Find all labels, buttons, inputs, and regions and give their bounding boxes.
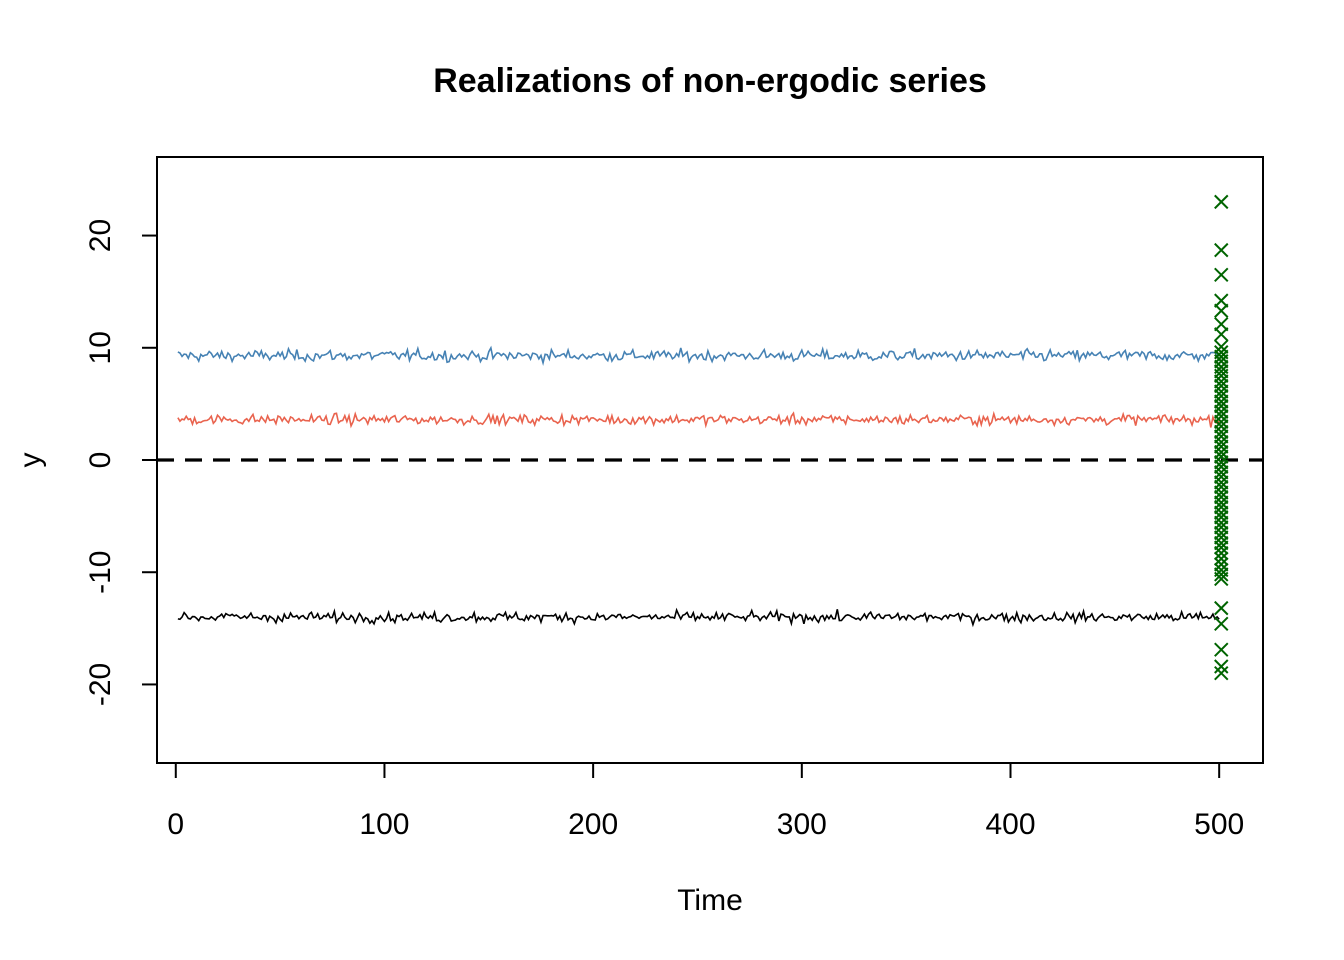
endpoint-marker [1214, 505, 1229, 520]
x-tick-label: 100 [359, 808, 409, 841]
endpoint-marker [1214, 479, 1229, 495]
endpoint-marker [1214, 495, 1229, 510]
x-tick-label: 500 [1194, 808, 1244, 841]
endpoint-marker [1214, 455, 1229, 470]
y-tick-label: 20 [84, 219, 117, 252]
endpoint-marker [1214, 434, 1229, 450]
endpoint-marker [1214, 388, 1229, 404]
endpoint-marker [1214, 616, 1229, 632]
endpoint-marker [1214, 404, 1229, 419]
endpoint-marker [1214, 409, 1229, 424]
endpoint-marker [1214, 469, 1229, 485]
endpoint-marker [1214, 557, 1229, 572]
endpoint-marker [1214, 293, 1229, 308]
endpoint-marker [1214, 535, 1229, 551]
endpoint-marker [1214, 489, 1229, 505]
series-line-1 [177, 345, 1220, 366]
endpoint-marker [1214, 242, 1229, 258]
endpoint-marker [1214, 339, 1229, 354]
endpoint-marker [1214, 429, 1229, 444]
endpoint-marker [1214, 194, 1229, 210]
endpoint-marker [1214, 600, 1229, 616]
endpoint-marker [1214, 317, 1229, 332]
endpoint-marker [1214, 571, 1229, 587]
x-axis: 0 100 200 300 400 500 [167, 762, 1244, 841]
endpoint-marker [1214, 475, 1229, 490]
endpoint-marker [1214, 349, 1229, 364]
endpoint-marker [1214, 510, 1229, 525]
endpoint-marker [1214, 540, 1229, 555]
series-line-2 [177, 410, 1220, 429]
endpoint-marker [1214, 424, 1229, 440]
endpoint-marker [1214, 374, 1229, 389]
endpoint-marker [1214, 525, 1229, 541]
endpoint-marker [1214, 378, 1229, 394]
endpoint-marker [1214, 567, 1229, 582]
y-axis: -20 -10 0 10 20 [84, 219, 158, 706]
chart-title: Realizations of non-ergodic series [433, 62, 987, 100]
endpoint-marker [1214, 465, 1229, 480]
endpoint-marker [1214, 499, 1229, 515]
endpoint-marker [1214, 515, 1229, 531]
endpoint-marker [1214, 642, 1229, 657]
series-layer [177, 345, 1220, 628]
endpoint-marker [1214, 354, 1229, 369]
endpoint-marker [1214, 394, 1229, 409]
series-line-3 [177, 607, 1220, 628]
endpoint-marker [1214, 327, 1229, 342]
y-tick-label: -20 [84, 663, 117, 706]
y-tick-label: 0 [84, 452, 117, 469]
endpoint-marker [1214, 364, 1229, 379]
endpoint-marker [1214, 439, 1229, 454]
endpoint-marker [1214, 551, 1229, 566]
endpoint-marker [1214, 444, 1229, 460]
x-tick-label: 400 [985, 808, 1035, 841]
endpoint-marker [1214, 530, 1229, 545]
y-tick-label: -10 [84, 551, 117, 594]
endpoint-marker [1214, 368, 1229, 384]
endpoint-marker [1214, 384, 1229, 399]
x-tick-label: 200 [568, 808, 618, 841]
endpoint-marker [1214, 485, 1229, 500]
endpoint-marker [1214, 267, 1229, 283]
x-tick-label: 300 [777, 808, 827, 841]
y-tick-label: 10 [84, 331, 117, 364]
endpoint-marker [1214, 419, 1229, 434]
endpoint-marker [1214, 545, 1229, 561]
endpoint-marker [1214, 449, 1229, 464]
y-axis-label: y [14, 453, 47, 468]
endpoint-marker [1214, 303, 1229, 318]
endpoint-marker [1214, 659, 1229, 674]
endpoint-marker [1214, 414, 1229, 430]
x-tick-label: 0 [167, 808, 184, 841]
x-axis-label: Time [677, 884, 743, 917]
endpoint-marker [1214, 666, 1229, 681]
endpoint-markers [1214, 194, 1229, 681]
endpoint-marker [1214, 398, 1229, 414]
endpoint-marker [1214, 459, 1229, 474]
endpoint-marker [1214, 520, 1229, 535]
